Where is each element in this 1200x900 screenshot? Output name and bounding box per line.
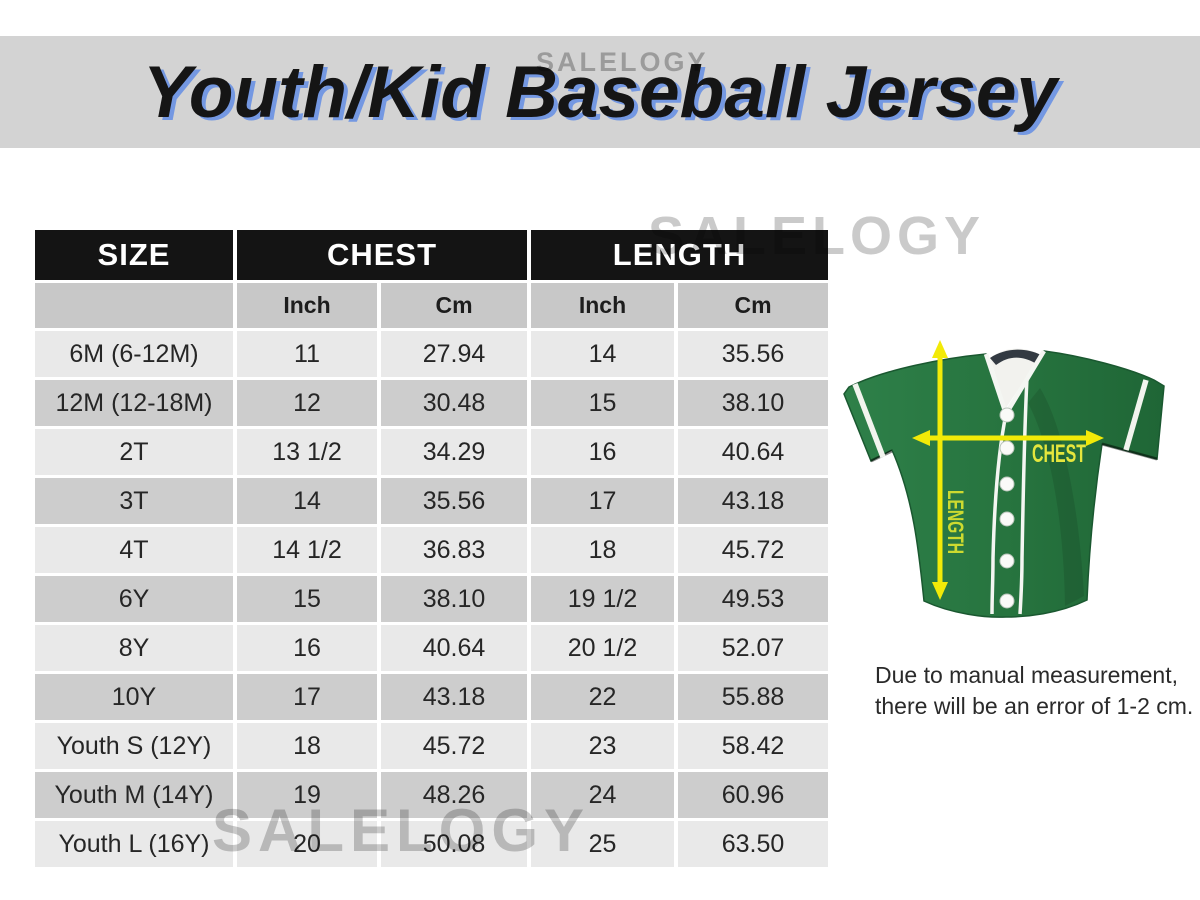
right-sleeve-stripe	[1123, 379, 1149, 451]
table-cell: 35.56	[381, 478, 527, 524]
inner-collar	[990, 349, 1041, 365]
table-cell: 20	[237, 821, 377, 867]
subheader-length-cm: Cm	[678, 283, 828, 328]
left-sleeve-stripe	[852, 383, 886, 458]
column-header-chest: CHEST	[237, 230, 527, 280]
table-cell: 17	[237, 674, 377, 720]
table-cell: 49.53	[678, 576, 828, 622]
table-cell: 45.72	[381, 723, 527, 769]
table-cell: 60.96	[678, 772, 828, 818]
size-cell: Youth L (16Y)	[35, 821, 233, 867]
table-cell: 13 1/2	[237, 429, 377, 475]
size-cell: 4T	[35, 527, 233, 573]
table-cell: 58.42	[678, 723, 828, 769]
undershirt	[990, 348, 1041, 408]
table-cell: 48.26	[381, 772, 527, 818]
subheader-empty	[35, 283, 233, 328]
table-cell: 24	[531, 772, 674, 818]
table-cell: 52.07	[678, 625, 828, 671]
size-table: SIZE CHEST LENGTH Inch Cm Inch Cm 6M (6-…	[35, 230, 828, 867]
size-cell: 12M (12-18M)	[35, 380, 233, 426]
subheader-length-inch: Inch	[531, 283, 674, 328]
table-cell: 16	[237, 625, 377, 671]
jersey-buttons	[999, 407, 1015, 609]
table-cell: 15	[531, 380, 674, 426]
table-cell: 55.88	[678, 674, 828, 720]
subheader-chest-inch: Inch	[237, 283, 377, 328]
table-cell: 19 1/2	[531, 576, 674, 622]
placket-piping-right	[1018, 377, 1029, 615]
size-cell: 2T	[35, 429, 233, 475]
table-cell: 14 1/2	[237, 527, 377, 573]
chest-arrow	[912, 430, 1104, 446]
size-cell: Youth S (12Y)	[35, 723, 233, 769]
column-header-length: LENGTH	[531, 230, 828, 280]
table-cell: 43.18	[381, 674, 527, 720]
table-cell: 36.83	[381, 527, 527, 573]
table-cell: 34.29	[381, 429, 527, 475]
table-cell: 23	[531, 723, 674, 769]
size-cell: 10Y	[35, 674, 233, 720]
table-cell: 38.10	[678, 380, 828, 426]
table-cell: 14	[531, 331, 674, 377]
chest-arrow-label: CHEST	[1032, 440, 1086, 468]
table-cell: 30.48	[381, 380, 527, 426]
jersey-diagram: CHEST LENGTH	[843, 340, 1165, 618]
right-cuff-edge	[1101, 442, 1158, 461]
table-cell: 18	[237, 723, 377, 769]
table-cell: 38.10	[381, 576, 527, 622]
length-arrow-label: LENGTH	[943, 490, 968, 554]
title-banner: Youth/Kid Baseball Jersey	[0, 36, 1200, 148]
table-cell: 14	[237, 478, 377, 524]
table-cell: 43.18	[678, 478, 828, 524]
column-header-size: SIZE	[35, 230, 233, 280]
table-cell: 40.64	[678, 429, 828, 475]
size-cell: 6Y	[35, 576, 233, 622]
table-cell: 17	[531, 478, 674, 524]
size-cell: 3T	[35, 478, 233, 524]
note-line-2: there will be an error of 1-2 cm.	[875, 693, 1194, 719]
size-cell: 6M (6-12M)	[35, 331, 233, 377]
jersey-shade	[1028, 388, 1084, 606]
table-cell: 12	[237, 380, 377, 426]
measurement-note: Due to manual measurement, there will be…	[875, 660, 1193, 722]
table-cell: 45.72	[678, 527, 828, 573]
table-cell: 22	[531, 674, 674, 720]
table-cell: 27.94	[381, 331, 527, 377]
page-title: Youth/Kid Baseball Jersey	[142, 51, 1058, 133]
table-cell: 15	[237, 576, 377, 622]
length-arrow	[932, 340, 948, 600]
table-cell: 40.64	[381, 625, 527, 671]
collar-piping-left	[983, 353, 1009, 415]
table-cell: 18	[531, 527, 674, 573]
table-cell: 16	[531, 429, 674, 475]
table-cell: 63.50	[678, 821, 828, 867]
table-cell: 19	[237, 772, 377, 818]
subheader-chest-cm: Cm	[381, 283, 527, 328]
table-cell: 25	[531, 821, 674, 867]
size-cell: 8Y	[35, 625, 233, 671]
table-cell: 50.08	[381, 821, 527, 867]
note-line-1: Due to manual measurement,	[875, 662, 1178, 688]
size-cell: Youth M (14Y)	[35, 772, 233, 818]
table-cell: 35.56	[678, 331, 828, 377]
table-cell: 20 1/2	[531, 625, 674, 671]
table-cell: 11	[237, 331, 377, 377]
collar-piping-right	[1004, 349, 1046, 416]
